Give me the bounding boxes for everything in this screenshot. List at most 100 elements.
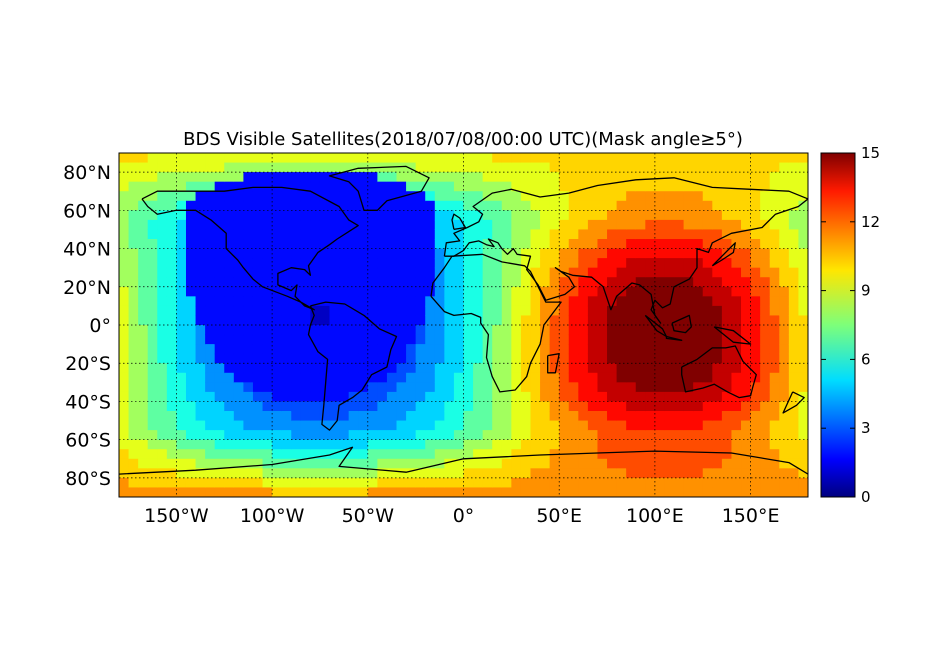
heatmap-cell [511, 277, 522, 288]
heatmap-cell [339, 420, 350, 431]
coastline [141, 186, 359, 311]
heatmap-cell [597, 153, 608, 164]
heatmap-cell [540, 219, 551, 230]
heatmap-cell [492, 372, 503, 383]
heatmap-cell [205, 191, 216, 202]
heatmap-cell [540, 439, 551, 450]
heatmap-cell [654, 401, 665, 412]
heatmap-cell [578, 468, 589, 479]
heatmap-cell [166, 181, 177, 192]
y-tick-label: 40°S [65, 391, 111, 413]
map-frame [118, 152, 809, 498]
heatmap-cell [310, 315, 321, 326]
heatmap-cell [769, 229, 780, 240]
heatmap-cell [319, 420, 331, 431]
heatmap-cell [788, 468, 799, 479]
heatmap-cell [769, 305, 780, 316]
heatmap-cell [119, 210, 130, 221]
heatmap-cell [138, 286, 149, 297]
heatmap-cell [453, 286, 464, 297]
heatmap-cell [128, 372, 139, 383]
heatmap-cell [578, 420, 589, 431]
heatmap-cell [520, 296, 531, 307]
heatmap-cell [453, 162, 464, 173]
heatmap-cell [779, 286, 790, 297]
heatmap-cell [597, 449, 608, 460]
heatmap-cell [788, 315, 799, 326]
heatmap-cell [645, 439, 656, 450]
heatmap-cell [664, 239, 675, 250]
heatmap-cell [693, 487, 704, 497]
heatmap-cell [444, 286, 455, 297]
heatmap-cell [721, 277, 732, 288]
heatmap-cell [281, 229, 292, 240]
heatmap-cell [252, 449, 264, 460]
heatmap-cell [166, 401, 177, 412]
heatmap-cell [702, 382, 713, 393]
heatmap-cell [540, 248, 551, 259]
heatmap-cell [329, 411, 340, 422]
heatmap-cell [511, 372, 522, 383]
heatmap-cell [444, 430, 455, 441]
heatmap-cell [607, 401, 618, 412]
heatmap-cell [176, 477, 187, 488]
heatmap-cell [310, 477, 321, 488]
heatmap-cell [540, 286, 551, 297]
heatmap-cell [549, 219, 560, 230]
heatmap-cell [463, 162, 474, 173]
heatmap-cell [645, 372, 656, 383]
heatmap-cell [147, 172, 158, 183]
heatmap-cell [702, 487, 713, 497]
heatmap-cell [750, 267, 761, 278]
heatmap-cell [568, 439, 579, 450]
heatmap-cell [635, 239, 646, 250]
heatmap-cell [779, 458, 790, 469]
heatmap-cell [453, 191, 464, 202]
heatmap-cell [348, 248, 359, 259]
heatmap-cell [310, 286, 321, 297]
heatmap-cell [176, 430, 187, 441]
heatmap-cell [157, 430, 168, 441]
heatmap-cell [664, 420, 675, 431]
heatmap-cell [425, 411, 436, 422]
heatmap-cell [568, 468, 579, 479]
heatmap-cell [731, 153, 742, 164]
heatmap-cell [262, 153, 273, 164]
heatmap-cell [291, 411, 302, 422]
heatmap-cell [434, 411, 445, 422]
heatmap-cell [358, 153, 369, 164]
heatmap-cell [243, 277, 254, 288]
coastline [711, 242, 736, 267]
heatmap-cell [176, 420, 187, 431]
heatmap-cell [329, 391, 340, 402]
heatmap-cell [702, 277, 713, 288]
heatmap-cell [568, 181, 579, 192]
heatmap-cell [645, 181, 656, 192]
heatmap-cell [607, 382, 618, 393]
heatmap-cell [549, 353, 560, 364]
heatmap-cell [530, 363, 541, 374]
heatmap-cell [597, 286, 608, 297]
heatmap-cell [798, 277, 808, 288]
heatmap-cell [252, 363, 264, 374]
heatmap-cell [788, 277, 799, 288]
heatmap-cell [243, 191, 254, 202]
heatmap-cell [693, 363, 704, 374]
heatmap-cell [607, 353, 618, 364]
heatmap-cell [473, 286, 484, 297]
heatmap-cell [166, 277, 177, 288]
heatmap-cell [329, 439, 340, 450]
heatmap-cell [339, 439, 350, 450]
heatmap-cell [128, 430, 139, 441]
heatmap-cell [654, 172, 665, 183]
heatmap-cell [788, 258, 799, 269]
heatmap-cell [147, 353, 158, 364]
heatmap-cell [549, 162, 560, 173]
heatmap-cell [233, 382, 244, 393]
heatmap-cell [674, 296, 685, 307]
heatmap-cell [520, 468, 531, 479]
heatmap-cell [501, 162, 512, 173]
heatmap-cell [147, 411, 158, 422]
heatmap-cell [501, 420, 512, 431]
heatmap-cell [654, 477, 665, 488]
